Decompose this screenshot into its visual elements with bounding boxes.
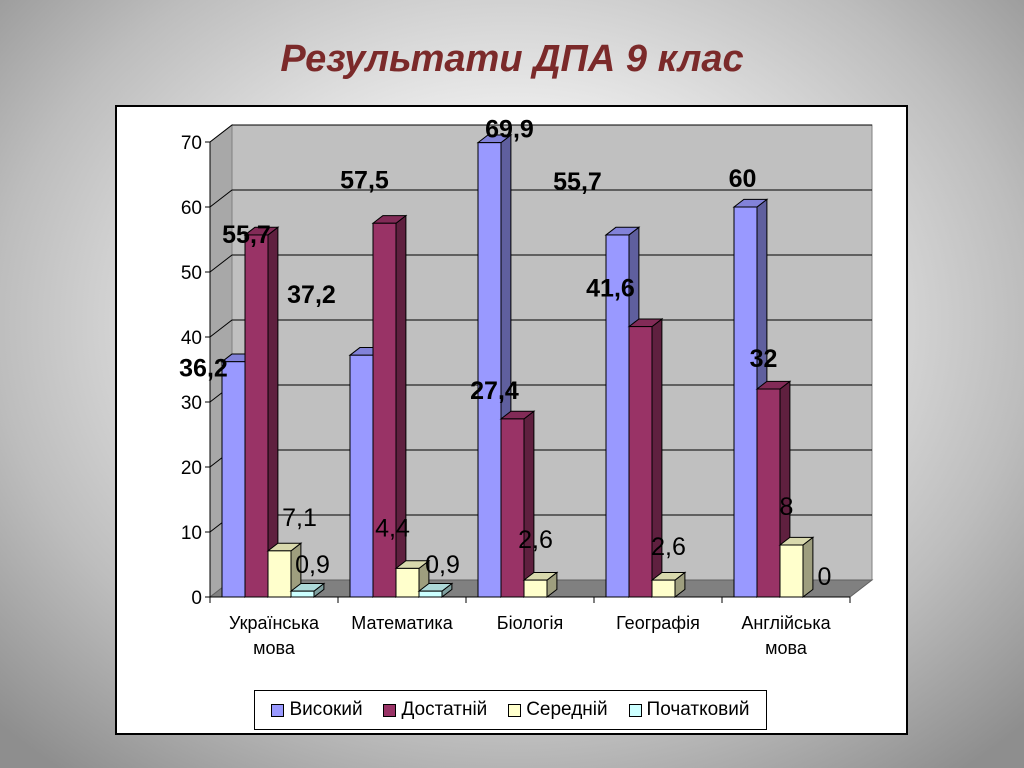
bar-2-2 [522, 571, 559, 599]
x-category-label: Англійська мова [741, 613, 831, 658]
bar-1-3 [627, 317, 664, 599]
data-label: 7,1 [282, 504, 317, 532]
data-label: 32 [750, 345, 778, 373]
x-category-label: Українська мова [229, 613, 320, 658]
chart-legend: Високий Достатній Середній Початковий [254, 690, 767, 730]
data-label: 2,6 [518, 526, 553, 554]
legend-label-high: Високий [289, 699, 363, 720]
y-tick-label: 30 [181, 393, 202, 414]
legend-swatch-sufficient [383, 703, 397, 717]
data-label: 55,7 [222, 221, 271, 249]
y-tick-label: 20 [181, 458, 202, 479]
bar-1-2 [499, 410, 536, 599]
legend-label-initial: Початковий [646, 699, 750, 720]
data-label: 37,2 [287, 281, 336, 309]
legend-swatch-initial [628, 703, 642, 717]
gridline [209, 254, 872, 273]
legend-item-sufficient: Достатній [383, 699, 487, 721]
y-tick-label: 70 [181, 133, 202, 154]
x-category-label: Біологія [497, 613, 563, 633]
bar-2-1 [394, 559, 431, 599]
data-label: 8 [780, 493, 794, 521]
legend-swatch-high [271, 703, 285, 717]
legend-swatch-medium [508, 703, 522, 717]
data-label: 0,9 [425, 551, 460, 579]
data-label: 55,7 [553, 168, 602, 196]
gridline [209, 124, 872, 143]
data-label: 2,6 [651, 533, 686, 561]
data-label: 0,9 [295, 551, 330, 579]
gridline [209, 189, 872, 208]
bar-2-3 [650, 571, 687, 599]
data-label: 36,2 [179, 355, 228, 383]
bar-3-1 [417, 582, 454, 599]
bar-1-0 [243, 226, 280, 599]
legend-item-medium: Середній [508, 699, 608, 721]
slide-title: Результати ДПА 9 клас [280, 38, 744, 80]
data-label: 4,4 [375, 514, 410, 542]
y-tick-label: 50 [181, 263, 202, 284]
data-label: 60 [729, 165, 757, 193]
data-label: 57,5 [340, 166, 389, 194]
bar-2-0 [266, 542, 303, 599]
data-label: 69,9 [485, 116, 534, 144]
data-label: 41,6 [586, 275, 635, 303]
y-tick-label: 60 [181, 198, 202, 219]
legend-label-medium: Середній [526, 699, 608, 720]
legend-item-initial: Початковий [628, 699, 750, 721]
y-tick-label: 10 [181, 523, 202, 544]
y-tick-label: 40 [181, 328, 202, 349]
data-label: 0 [818, 563, 832, 591]
x-category-label: Географія [616, 613, 700, 633]
bar-3-0 [289, 582, 326, 599]
y-tick-label: 0 [191, 588, 202, 609]
legend-label-sufficient: Достатній [401, 699, 488, 720]
x-category-label: Математика [351, 613, 453, 633]
data-label: 27,4 [470, 377, 519, 405]
legend-item-high: Високий [271, 699, 363, 721]
bar-2-4 [778, 536, 815, 599]
bar-1-1 [371, 214, 408, 599]
